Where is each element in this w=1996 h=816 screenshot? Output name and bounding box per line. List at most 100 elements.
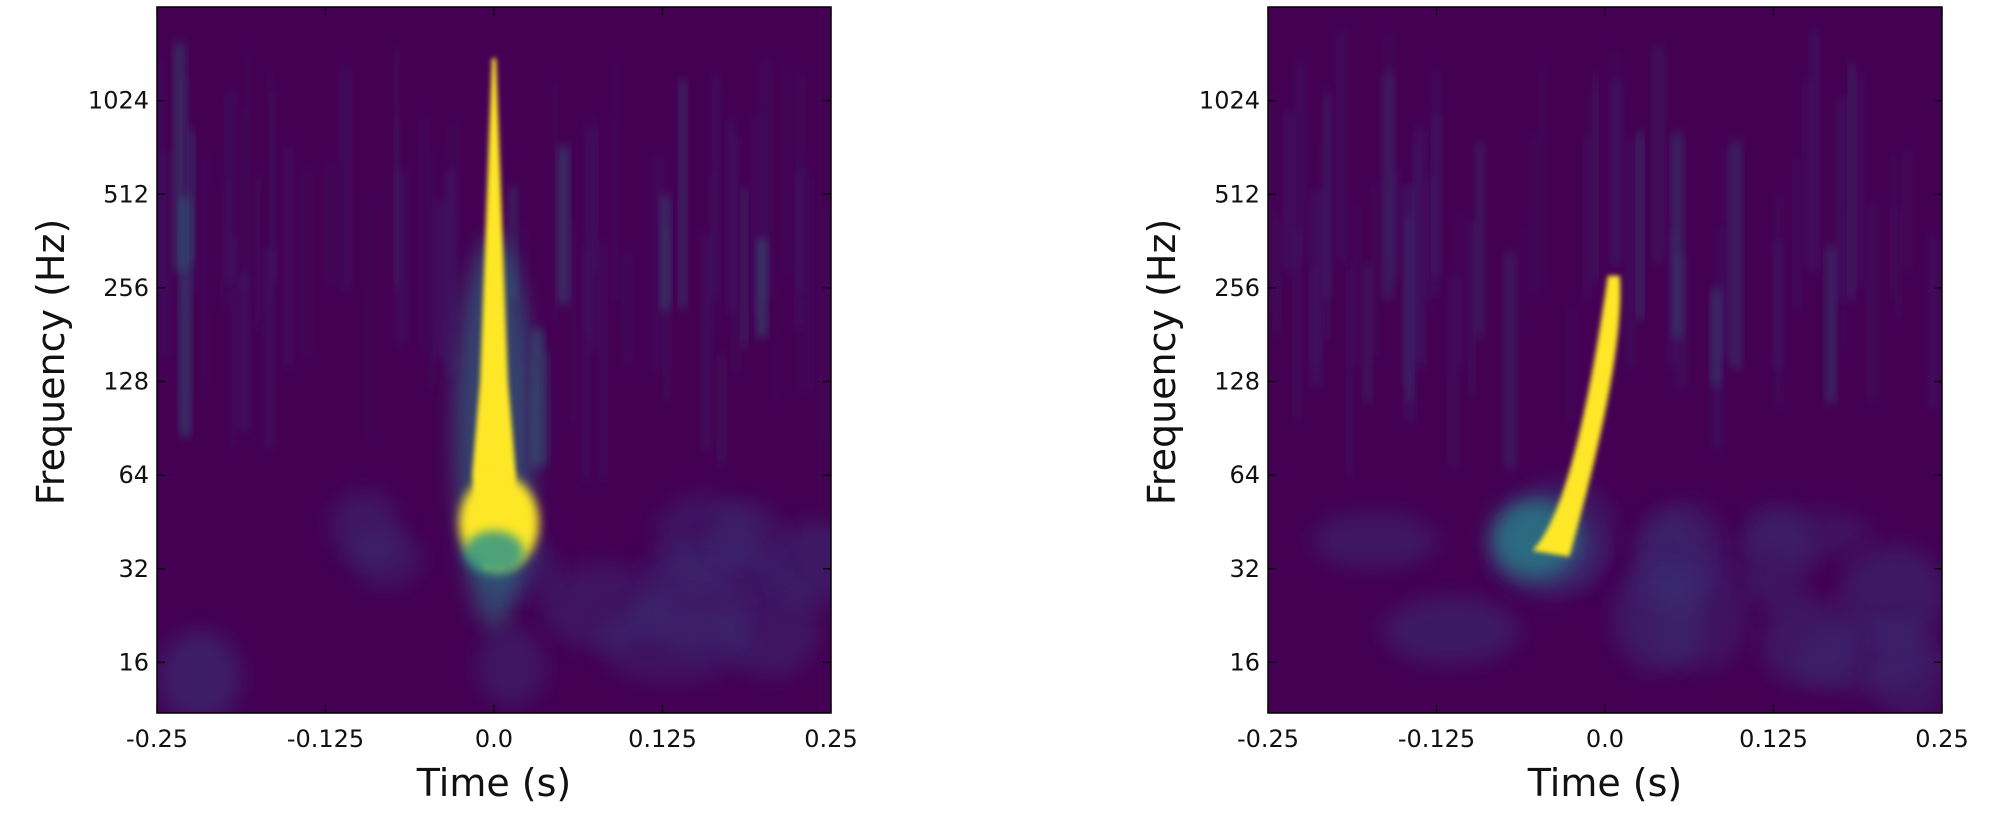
noise-streak [1319, 145, 1323, 360]
x-tick-label: 0.125 [628, 725, 697, 753]
noise-streak [1712, 289, 1720, 386]
noise-streak [1669, 232, 1676, 368]
noise-streak [241, 109, 247, 294]
noise-streak [753, 113, 763, 315]
noise-streak [435, 202, 445, 361]
noise-streak [741, 187, 747, 348]
noise-streak [157, 61, 164, 290]
noise-haze [1761, 598, 1858, 688]
noise-streak [1371, 184, 1377, 360]
noise-streak [782, 69, 790, 273]
noise-streak [341, 66, 350, 291]
noise-streak [588, 129, 596, 354]
noise-streak [326, 162, 335, 285]
noise-streak [1296, 62, 1305, 264]
noise-streak [718, 354, 725, 464]
y-tick-label: 128 [1214, 368, 1260, 396]
x-tick-label: 0.0 [475, 725, 513, 753]
noise-streak [733, 135, 739, 372]
noise-streak [1403, 184, 1412, 386]
x-axis-label-left: Time (s) [416, 761, 572, 805]
noise-streak [1891, 155, 1896, 299]
noise-streak [1611, 53, 1619, 267]
y-tick-label: 512 [1214, 180, 1260, 208]
y-tick-label: 64 [1229, 461, 1260, 489]
x-axis-ticks-right: -0.25 -0.125 0.0 0.125 0.25 [1237, 7, 1969, 753]
noise-streak [553, 85, 558, 321]
noise-streak [1638, 131, 1643, 320]
noise-streak [1294, 230, 1300, 420]
noise-streak [265, 248, 273, 449]
noise-streak [175, 43, 185, 272]
y-axis-ticks-right: 16 32 64 128 256 512 1024 [1199, 87, 1942, 676]
noise-streak [559, 145, 568, 304]
noise-streak [1627, 136, 1634, 369]
noise-streak [1928, 235, 1938, 409]
noise-streak [160, 150, 170, 355]
noise-streak [1903, 149, 1910, 273]
noise-streak [509, 186, 517, 299]
noise-streak [727, 117, 735, 313]
noise-streak [599, 240, 606, 479]
noise-haze [1840, 545, 1942, 643]
noise-haze [330, 491, 401, 563]
noise-streak [710, 173, 718, 333]
noise-streak [1523, 230, 1528, 329]
noise-streak [445, 169, 454, 375]
noise-streak [544, 351, 549, 465]
noise-streak [757, 238, 766, 338]
noise-streak [1674, 142, 1678, 336]
noise-streak [821, 210, 830, 439]
x-tick-label: -0.25 [1237, 725, 1299, 753]
noise-streak [664, 225, 670, 402]
noise-haze [477, 626, 546, 707]
y-tick-label: 64 [118, 461, 149, 489]
noise-streak [653, 156, 663, 373]
noise-streak [182, 74, 188, 311]
y-axis-ticks-left: 16 32 64 128 256 512 1024 [88, 87, 831, 676]
y-tick-label: 32 [1229, 555, 1260, 583]
x-axis-label-right: Time (s) [1527, 761, 1683, 805]
noise-streak [615, 61, 619, 297]
noise-streak [533, 328, 543, 467]
noise-streak [1811, 30, 1818, 272]
signal-features-right [1489, 275, 1621, 579]
noise-haze [711, 501, 781, 563]
noise-streak [1531, 135, 1538, 294]
noise-streak [772, 270, 776, 405]
noise-streak [702, 232, 711, 451]
noise-streak [1311, 265, 1318, 368]
noise-streak [223, 184, 229, 308]
y-tick-label: 16 [1229, 648, 1260, 676]
noise-streak [1568, 307, 1575, 424]
chirp-core [1532, 275, 1621, 557]
noise-streak [1386, 34, 1393, 266]
noise-streak [1590, 88, 1596, 287]
background-texture-right [1271, 30, 1942, 713]
noise-haze [722, 579, 820, 678]
noise-streak [1347, 265, 1353, 475]
noise-streak [1540, 68, 1546, 285]
noise-streak [762, 57, 770, 298]
noise-streak [1849, 63, 1854, 300]
spectrogram-panel-left: -0.25 -0.125 0.0 0.125 0.25 1632641282565121… [29, 6, 858, 805]
noise-streak [1654, 45, 1663, 263]
noise-streak [798, 163, 806, 394]
x-tick-label: -0.25 [126, 725, 188, 753]
noise-haze [539, 562, 667, 650]
noise-streak [1896, 209, 1901, 318]
y-tick-label: 256 [1214, 274, 1260, 302]
noise-streak [285, 144, 291, 368]
noise-streak [1476, 141, 1484, 337]
noise-streak [394, 48, 398, 290]
noise-streak [1804, 79, 1811, 271]
noise-streak [612, 118, 617, 303]
y-axis-label-right: Frequency (Hz) [1140, 219, 1184, 506]
noise-streak [1285, 110, 1293, 273]
noise-streak [571, 223, 575, 424]
noise-haze [767, 521, 831, 606]
noise-streak [368, 203, 373, 440]
noise-streak [450, 125, 458, 325]
y-tick-label: 32 [118, 555, 149, 583]
x-axis-ticks-left: -0.25 -0.125 0.0 0.125 0.25 [126, 7, 858, 753]
